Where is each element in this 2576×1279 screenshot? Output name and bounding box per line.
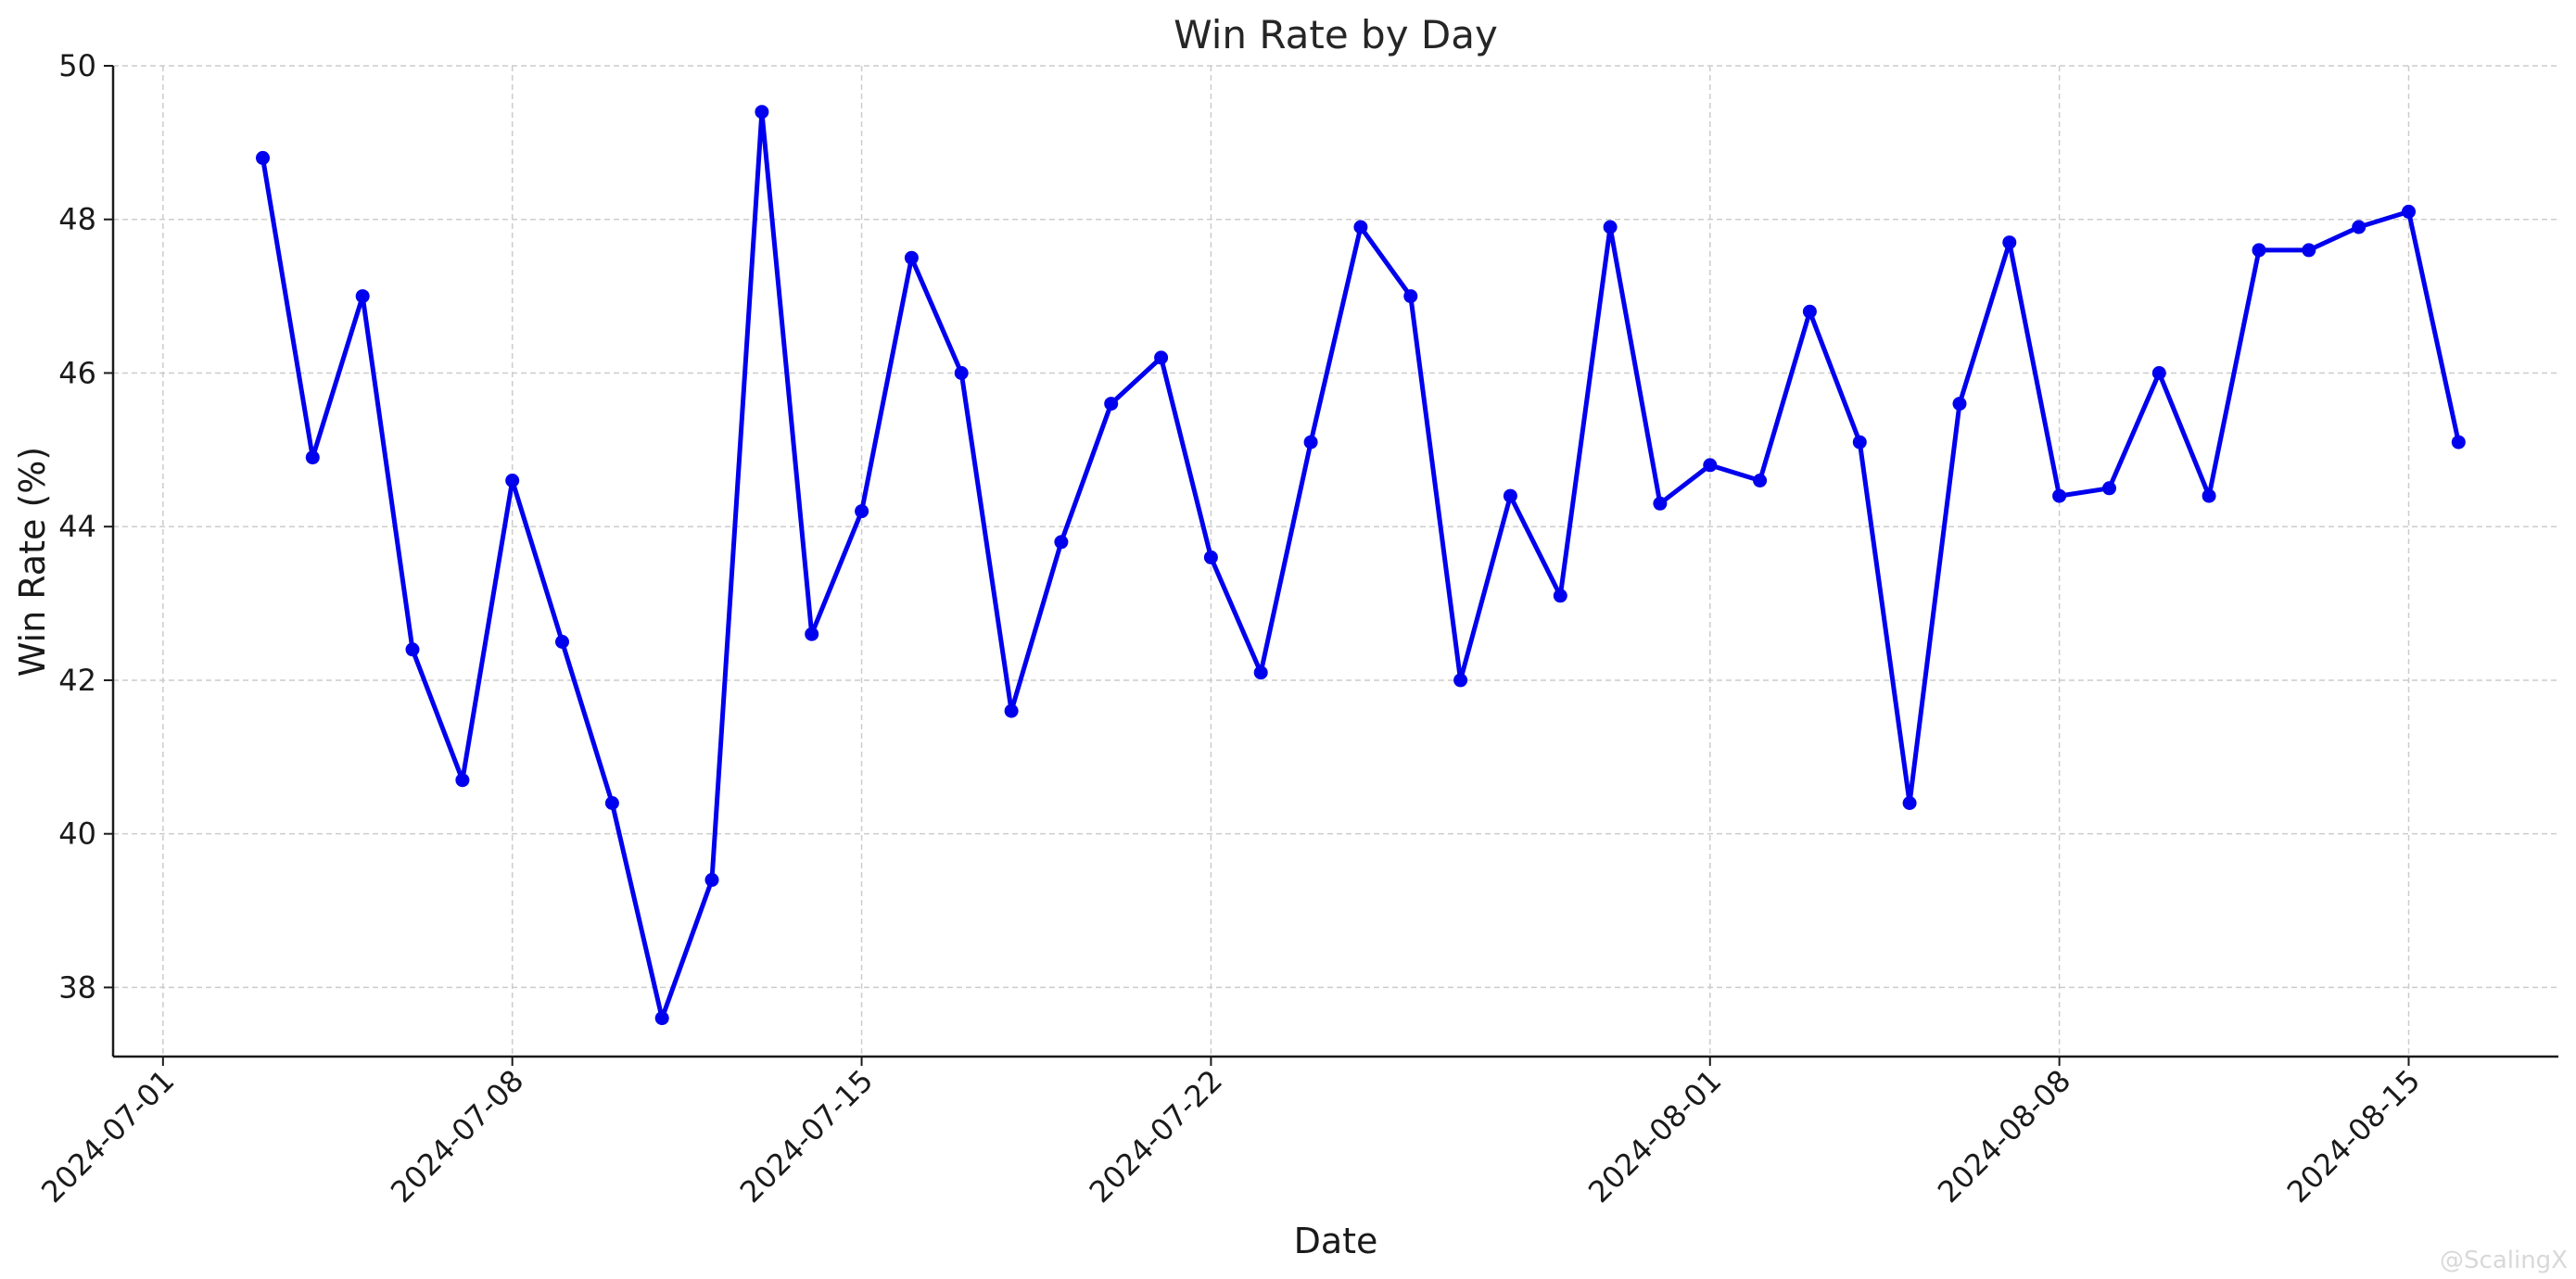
data-point bbox=[1553, 589, 1567, 603]
series-layer bbox=[256, 105, 2466, 1026]
data-point bbox=[855, 504, 869, 519]
data-point bbox=[2451, 435, 2466, 450]
data-point bbox=[2052, 488, 2067, 503]
data-point bbox=[654, 1011, 669, 1026]
data-point bbox=[1203, 550, 1218, 564]
data-point bbox=[505, 474, 520, 488]
data-point bbox=[1503, 488, 1517, 503]
y-tick-label: 38 bbox=[58, 969, 96, 1005]
data-point bbox=[604, 796, 619, 810]
y-tick-label: 44 bbox=[58, 509, 96, 544]
data-point bbox=[2352, 220, 2367, 234]
data-point bbox=[1353, 220, 1368, 234]
data-point bbox=[755, 105, 769, 120]
data-point bbox=[1403, 289, 1418, 304]
x-axis-label: Date bbox=[1294, 1221, 1378, 1261]
data-point bbox=[1852, 435, 1867, 450]
data-point bbox=[305, 450, 320, 465]
data-point bbox=[904, 250, 919, 265]
data-point bbox=[1054, 535, 1069, 550]
data-point bbox=[805, 627, 819, 641]
data-point bbox=[555, 635, 569, 649]
data-point bbox=[1952, 397, 1967, 412]
data-point bbox=[1703, 458, 1718, 473]
data-point bbox=[2202, 488, 2216, 503]
y-tick-label: 40 bbox=[58, 817, 96, 852]
data-point bbox=[704, 872, 719, 887]
y-tick-label: 46 bbox=[58, 355, 96, 390]
data-point bbox=[1253, 665, 1268, 680]
data-point bbox=[1104, 397, 1119, 412]
data-point bbox=[1004, 703, 1019, 718]
data-point bbox=[1154, 350, 1169, 365]
data-point bbox=[1453, 673, 1468, 688]
data-point bbox=[1802, 304, 1817, 319]
data-point bbox=[2302, 243, 2316, 258]
y-axis-label: Win Rate (%) bbox=[12, 447, 53, 677]
data-point bbox=[1603, 220, 1618, 234]
data-point bbox=[355, 289, 370, 304]
data-point bbox=[2402, 204, 2416, 219]
data-point bbox=[2102, 481, 2116, 496]
data-point bbox=[954, 366, 969, 380]
data-point bbox=[1653, 496, 1668, 511]
y-tick-label: 50 bbox=[58, 48, 96, 83]
data-point bbox=[1902, 796, 1917, 810]
data-point bbox=[1753, 474, 1768, 488]
data-point bbox=[2002, 235, 2017, 250]
chart-title: Win Rate by Day bbox=[1174, 12, 1498, 57]
y-tick-label: 48 bbox=[58, 202, 96, 237]
data-point bbox=[1303, 435, 1318, 450]
data-point bbox=[2151, 366, 2166, 380]
data-point bbox=[455, 773, 470, 788]
data-point bbox=[2252, 243, 2266, 258]
watermark: @ScalingX bbox=[2440, 1247, 2568, 1274]
data-point bbox=[405, 642, 420, 657]
data-point bbox=[256, 150, 270, 165]
y-tick-label: 42 bbox=[58, 663, 96, 698]
